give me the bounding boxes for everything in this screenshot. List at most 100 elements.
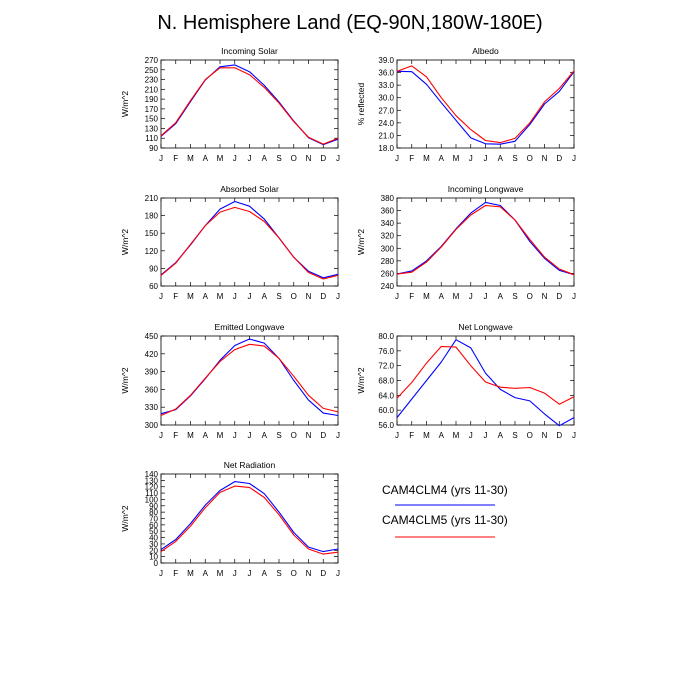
panel-incoming-solar-xtick-label: S [276, 154, 281, 163]
panel-incoming-longwave-series-cam4clm5-yrs-11-30-clm5 [396, 204, 575, 276]
panel-net-longwave-xtick-label: A [439, 431, 445, 440]
panel-net-longwave-series-cam4clm4-yrs-11-30-clm4 [396, 339, 575, 427]
panel-incoming-longwave-xtick-label: J [469, 292, 473, 301]
panel-emitted-longwave-xtick-label: J [336, 431, 340, 440]
panel-net-longwave-ytick-label: 60.0 [378, 406, 394, 415]
panel-incoming-solar-xtick-label: M [217, 154, 224, 163]
panel-net-longwave-xtick-label: S [512, 431, 517, 440]
panel-incoming-longwave-xtick-label: J [572, 292, 576, 301]
panel-net-radiation-ytick-label: 80 [149, 508, 158, 517]
panel-albedo-ytick-label: 24.0 [378, 119, 394, 128]
panel-net-radiation-ytick-label: 50 [149, 527, 158, 536]
panel-incoming-solar-ylabel: W/m^2 [120, 91, 130, 117]
panel-incoming-solar-ytick-label: 230 [145, 76, 159, 85]
panel-incoming-solar-ytick-label: 210 [145, 85, 159, 94]
panel-incoming-solar: Incoming SolarW/m^2901101301501701902102… [120, 46, 340, 163]
panel-incoming-solar-ytick-label: 170 [145, 105, 159, 114]
panel-incoming-solar-title: Incoming Solar [221, 46, 278, 56]
panel-absorbed-solar-xtick-label: F [173, 292, 178, 301]
panel-albedo: Albedo % reflected 18.0 21.0 24.0 27.0 30.0 33.… [356, 46, 576, 163]
panel-albedo-xtick-label: D [556, 154, 562, 163]
panel-albedo-xtick-label: F [409, 154, 414, 163]
panel-incoming-longwave-xtick-label: A [498, 292, 504, 301]
panel-net-radiation-ytick-label: 30 [149, 540, 158, 549]
panel-incoming-solar-xtick-label: J [248, 154, 252, 163]
panel-incoming-solar-ytick-label: 250 [145, 66, 159, 75]
panel-net-radiation-ylabel: W/m^2 [120, 505, 130, 531]
panel-net-longwave-ytick-label: 80.0 [378, 332, 394, 341]
panel-net-longwave-ytick-label: 76.0 [378, 347, 394, 356]
panel-albedo-xtick-label: M [453, 154, 460, 163]
panel-incoming-longwave-ytick-label: 360 [381, 207, 395, 216]
panel-absorbed-solar-series-cam4clm4-yrs-11-30-clm4 [160, 200, 339, 279]
panel-emitted-longwave: Emitted Longwave W/m^2 300 330 360 390 420 450 J… [120, 322, 340, 440]
panel-net-longwave-frame [396, 335, 575, 426]
panel-net-radiation-xtick-label: S [276, 569, 281, 578]
panel-incoming-longwave-xtick-label: S [512, 292, 517, 301]
panel-absorbed-solar-series-cam4clm5-yrs-11-30-clm5 [160, 206, 339, 280]
panel-incoming-longwave-title: Incoming Longwave [448, 184, 524, 194]
panel-net-radiation-xtick-label: J [248, 569, 252, 578]
panel-absorbed-solar-xtick-label: O [291, 292, 297, 301]
panel-incoming-longwave-ytick-label: 260 [381, 269, 395, 278]
panel-emitted-longwave-series-cam4clm5-yrs-11-30-clm5 [160, 343, 339, 417]
panel-net-radiation-xtick-label: O [291, 569, 297, 578]
panel-albedo-xtick-label: J [484, 154, 488, 163]
panel-albedo-xtick-label: A [439, 154, 445, 163]
panel-incoming-longwave-xtick-label: M [453, 292, 460, 301]
panel-albedo-ytick-label: 30.0 [378, 94, 394, 103]
panel-albedo-series-cam4clm4-yrs-11-30-clm4 [396, 70, 575, 145]
panel-albedo-xtick-label: A [498, 154, 504, 163]
panel-net-longwave-xtick-label: D [556, 431, 562, 440]
panel-net-radiation-xtick-label: A [262, 569, 268, 578]
panel-incoming-solar-xtick-label: M [187, 154, 194, 163]
panel-absorbed-solar-ytick-label: 210 [145, 194, 159, 203]
panel-absorbed-solar-xtick-label: M [187, 292, 194, 301]
panel-incoming-longwave-ytick-label: 340 [381, 219, 395, 228]
panel-absorbed-solar-ytick-label: 60 [149, 282, 158, 291]
panel-albedo-ytick-label: 39.0 [378, 56, 394, 65]
panel-net-radiation-ytick-label: 140 [145, 470, 159, 479]
panel-net-radiation-ytick-label: 120 [145, 483, 159, 492]
panel-emitted-longwave-title: Emitted Longwave [215, 322, 285, 332]
panel-albedo-ytick-label: 18.0 [378, 144, 394, 153]
panel-emitted-longwave-ytick-label: 300 [145, 421, 159, 430]
panel-absorbed-solar-xtick-label: S [276, 292, 281, 301]
panel-albedo-series-cam4clm5-yrs-11-30-clm5 [396, 65, 575, 144]
panel-net-radiation-title: Net Radiation [224, 460, 276, 470]
panel-incoming-solar-series-cam4clm5-yrs-11-30-clm5 [160, 67, 339, 145]
panel-albedo-ytick-label: 33.0 [378, 81, 394, 90]
panel-net-longwave: Net Longwave W/m^2 56.0 60.0 64.0 68.0 72.0 76.… [356, 322, 576, 440]
panel-emitted-longwave-xtick-label: O [291, 431, 297, 440]
panel-incoming-longwave-xtick-label: M [423, 292, 430, 301]
panel-incoming-solar-xtick-label: A [203, 154, 209, 163]
panel-net-longwave-series-cam4clm5-yrs-11-30-clm5 [396, 345, 575, 405]
panel-incoming-longwave-ytick-label: 320 [381, 232, 395, 241]
panel-absorbed-solar-ytick-label: 90 [149, 264, 158, 273]
panel-incoming-longwave-ylabel: W/m^2 [356, 229, 366, 255]
panel-net-radiation-xtick-label: M [217, 569, 224, 578]
panel-incoming-longwave-xtick-label: O [527, 292, 533, 301]
panel-emitted-longwave-xtick-label: J [233, 431, 237, 440]
panel-net-radiation-xtick-label: D [320, 569, 326, 578]
panel-net-longwave-ytick-label: 64.0 [378, 391, 394, 400]
panel-albedo-xtick-label: J [572, 154, 576, 163]
panel-absorbed-solar-xtick-label: J [233, 292, 237, 301]
panel-emitted-longwave-xtick-label: J [159, 431, 163, 440]
panel-incoming-longwave-ytick-label: 280 [381, 257, 395, 266]
panel-absorbed-solar-ytick-label: 150 [145, 229, 159, 238]
panel-net-radiation-series-cam4clm4-yrs-11-30-clm4 [160, 481, 339, 553]
panel-emitted-longwave-xtick-label: J [248, 431, 252, 440]
panel-albedo-xtick-label: J [469, 154, 473, 163]
panel-incoming-solar-ytick-label: 270 [145, 56, 159, 65]
panel-net-radiation-xtick-label: J [336, 569, 340, 578]
panel-absorbed-solar-xtick-label: N [306, 292, 312, 301]
panel-incoming-solar-xtick-label: J [336, 154, 340, 163]
panel-net-radiation-xtick-label: M [187, 569, 194, 578]
panel-net-longwave-xtick-label: F [409, 431, 414, 440]
panel-emitted-longwave-xtick-label: S [276, 431, 281, 440]
panel-incoming-solar-ytick-label: 150 [145, 115, 159, 124]
panel-emitted-longwave-ytick-label: 450 [145, 332, 159, 341]
panel-incoming-solar-xtick-label: J [233, 154, 237, 163]
panel-net-radiation-xtick-label: J [233, 569, 237, 578]
